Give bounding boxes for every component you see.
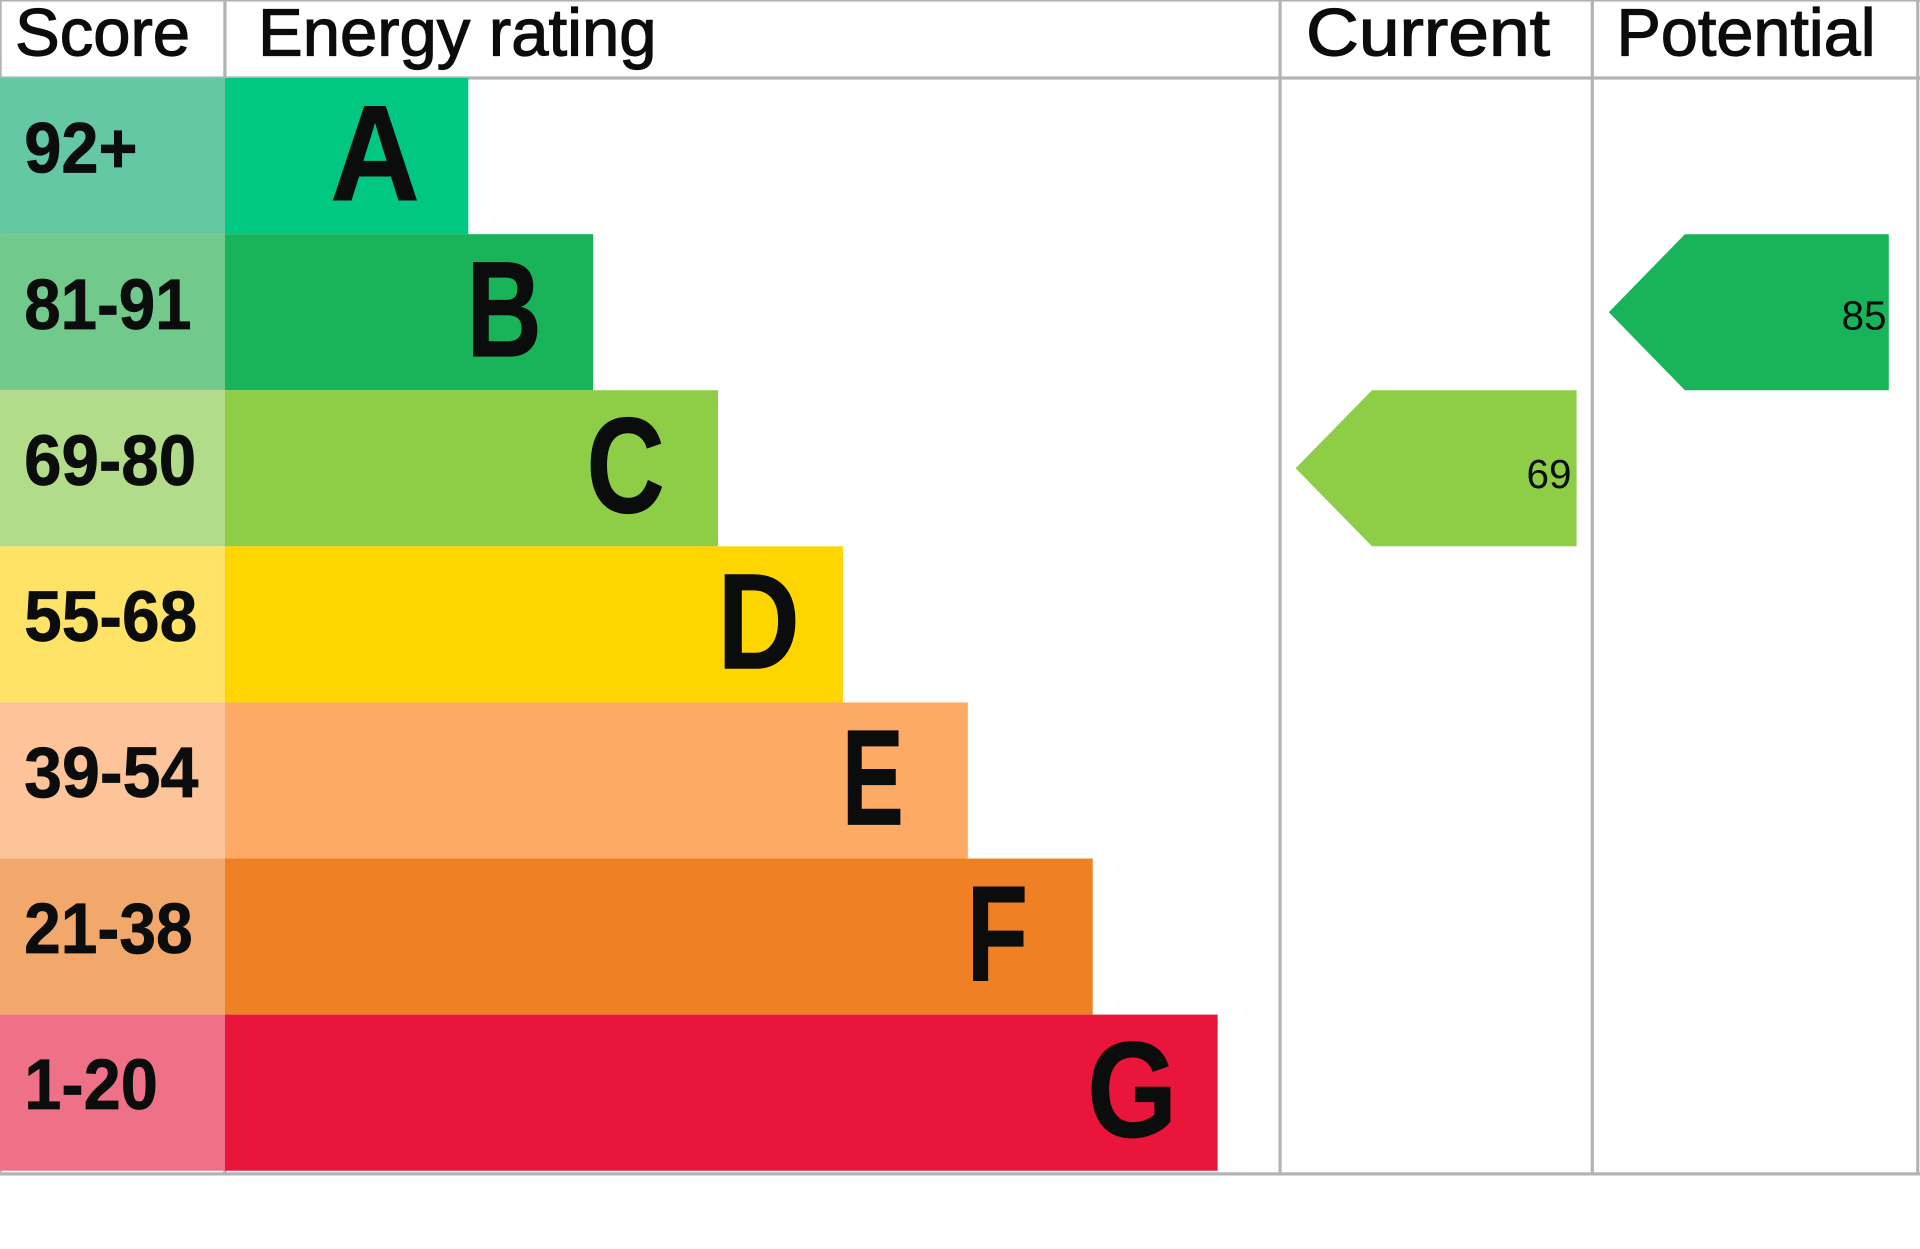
svg-text:B: B bbox=[466, 233, 541, 385]
svg-text:A: A bbox=[330, 77, 419, 229]
svg-text:Current: Current bbox=[1306, 0, 1550, 71]
svg-text:21-38: 21-38 bbox=[24, 890, 193, 969]
svg-text:92+: 92+ bbox=[24, 110, 137, 189]
svg-text:D: D bbox=[717, 545, 799, 697]
svg-text:G: G bbox=[1087, 1014, 1177, 1166]
svg-text:C: C bbox=[587, 389, 665, 541]
svg-text:E: E bbox=[842, 701, 904, 853]
svg-text:1-20: 1-20 bbox=[24, 1046, 158, 1125]
svg-text:39-54: 39-54 bbox=[24, 734, 199, 813]
svg-text:Potential: Potential bbox=[1617, 0, 1876, 71]
svg-text:Score: Score bbox=[15, 0, 190, 71]
svg-text:69-80: 69-80 bbox=[24, 422, 196, 501]
svg-text:69: 69 bbox=[1526, 451, 1571, 497]
svg-text:Energy rating: Energy rating bbox=[258, 0, 657, 71]
svg-text:F: F bbox=[967, 858, 1028, 1010]
svg-text:81-91: 81-91 bbox=[24, 266, 191, 345]
svg-text:85: 85 bbox=[1841, 292, 1886, 338]
svg-text:55-68: 55-68 bbox=[24, 578, 197, 657]
